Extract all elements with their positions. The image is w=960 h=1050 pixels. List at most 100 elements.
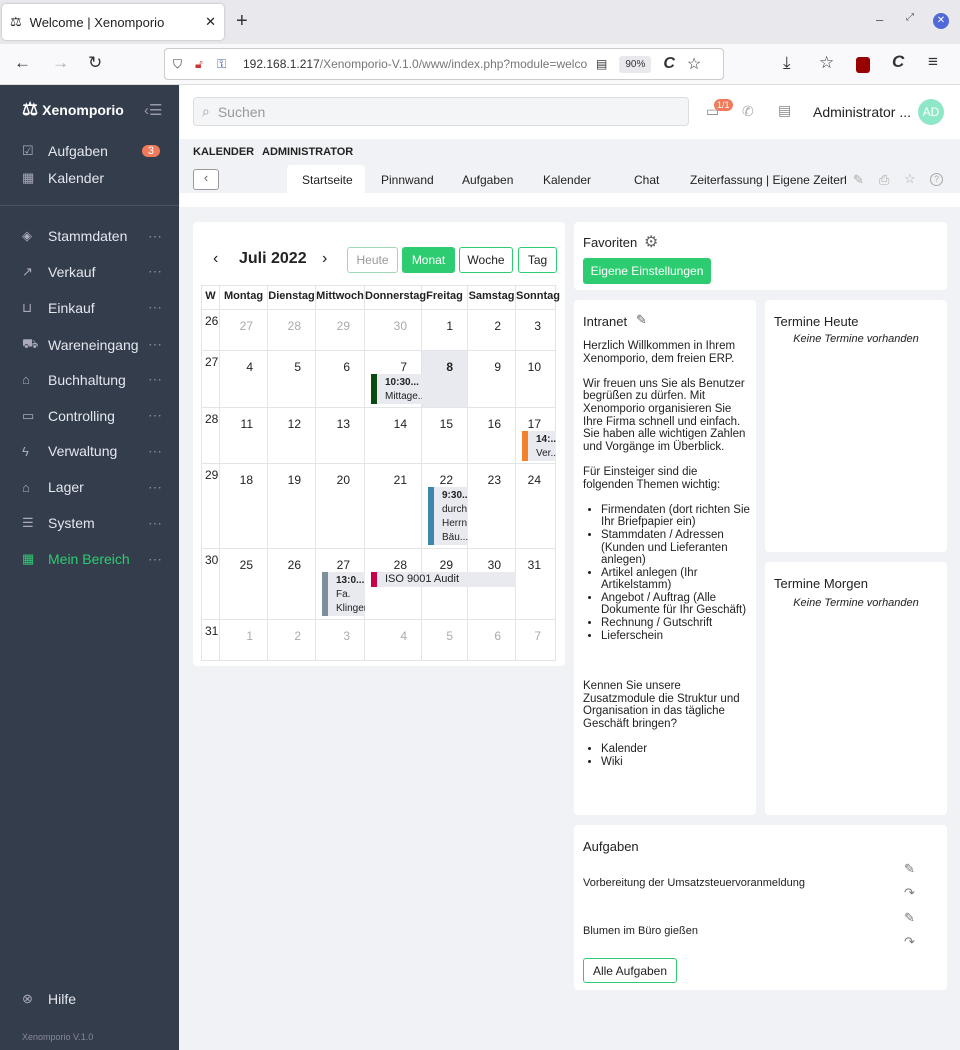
url-bar[interactable]: ⛉ 🔓︎ ⚿ 192.168.1.217/Xenomporio-V.1.0/ww… <box>164 48 724 80</box>
more-icon[interactable]: ⋯ <box>148 371 162 388</box>
back-button[interactable]: ‹ <box>193 169 219 190</box>
collapse-sidebar-icon[interactable]: ‹☰ <box>144 102 163 119</box>
day-cell[interactable]: 10 <box>516 351 556 408</box>
day-cell[interactable]: 16 <box>468 408 516 464</box>
more-icon[interactable]: ⋯ <box>148 478 162 495</box>
eigene-einstellungen-button[interactable]: Eigene Einstellungen <box>583 258 711 284</box>
day-cell[interactable]: 4 <box>220 351 268 408</box>
day-cell[interactable]: 27 <box>220 310 268 351</box>
sidebar-item-lager[interactable]: ⌂ Lager ⋯ <box>22 478 172 496</box>
menu-icon[interactable]: ≡ <box>928 52 938 71</box>
day-cell[interactable]: 9 <box>468 351 516 408</box>
user-name[interactable]: Administrator ... <box>813 104 912 120</box>
calendar-event[interactable]: 9:30... durch Herrn Bäu... <box>428 487 468 545</box>
week-view-button[interactable]: Woche <box>459 247 513 273</box>
tab-startseite[interactable]: Startseite <box>302 173 353 187</box>
task-item[interactable]: Vorbereitung der Umsatzsteuervoranmeldun… <box>583 877 805 889</box>
breadcrumb-user[interactable]: ADMINISTRATOR <box>262 146 354 158</box>
avatar[interactable]: AD <box>918 99 944 125</box>
day-cell[interactable]: 5 <box>422 620 468 661</box>
day-cell[interactable]: 2 <box>468 310 516 351</box>
day-cell[interactable]: 19 <box>268 464 316 549</box>
sidebar-item-controlling[interactable]: ▭ Controlling ⋯ <box>22 407 172 424</box>
month-view-button[interactable]: Monat <box>402 247 455 273</box>
minimize-icon[interactable]: – <box>876 12 884 27</box>
day-view-button[interactable]: Tag <box>518 247 557 273</box>
download-icon[interactable]: ⤓ <box>783 53 791 72</box>
chat-icon[interactable]: ▤ <box>778 102 792 118</box>
bookmark-star-icon[interactable]: ☆ <box>686 56 702 73</box>
close-window-icon[interactable]: ✕ <box>933 13 949 29</box>
star-icon[interactable]: ☆ <box>904 171 916 186</box>
day-cell[interactable]: 31 <box>516 549 556 620</box>
day-cell[interactable]: 3 <box>316 620 365 661</box>
day-cell[interactable]: 28 <box>268 310 316 351</box>
day-cell[interactable]: 21 <box>365 464 422 549</box>
day-cell[interactable]: 7 <box>516 620 556 661</box>
search-input[interactable]: ⌕ Suchen <box>193 97 689 126</box>
restore-icon[interactable]: ⤢ <box>906 12 914 23</box>
sidebar-item-aufgaben[interactable]: ☑ Aufgaben 3 <box>22 143 172 159</box>
edit-icon[interactable]: ✎ <box>904 910 915 925</box>
more-icon[interactable]: ⋯ <box>148 336 162 353</box>
day-cell[interactable]: 26 <box>268 549 316 620</box>
ublock-icon[interactable] <box>856 57 870 73</box>
edit-icon[interactable]: ✎ <box>904 861 915 876</box>
calendar-event[interactable]: ISO 9001 Audit <box>371 572 516 587</box>
alle-aufgaben-button[interactable]: Alle Aufgaben <box>583 958 677 983</box>
day-cell[interactable]: 15 <box>422 408 468 464</box>
c-extension-icon[interactable]: C <box>892 52 905 71</box>
edit-icon[interactable]: ✎ <box>636 312 647 327</box>
more-icon[interactable]: ⋯ <box>148 227 162 244</box>
day-cell[interactable]: 5 <box>268 351 316 408</box>
prev-month-icon[interactable]: ‹ <box>213 250 219 267</box>
day-cell-today[interactable]: 8 <box>422 351 468 408</box>
tab-zeiterfassung[interactable]: Zeiterfassung | Eigene Zeiterfa <box>690 173 846 187</box>
sidebar-item-buchhaltung[interactable]: ⌂ Buchhaltung ⋯ <box>22 371 172 388</box>
day-cell[interactable]: 30 <box>365 310 422 351</box>
day-cell[interactable]: 18 <box>220 464 268 549</box>
sidebar-item-system[interactable]: ☰ System ⋯ <box>22 514 172 532</box>
task-item[interactable]: Blumen im Büro gießen <box>583 925 698 937</box>
day-cell[interactable]: 6 <box>316 351 365 408</box>
day-cell[interactable]: 24 <box>516 464 556 549</box>
extensions-icon[interactable]: ☆ <box>819 53 835 72</box>
more-icon[interactable]: ⋯ <box>148 263 162 280</box>
forward-icon[interactable]: → <box>52 53 69 72</box>
edit-icon[interactable]: ✎ <box>853 172 864 187</box>
day-cell[interactable]: 2 <box>268 620 316 661</box>
day-cell[interactable]: 12 <box>268 408 316 464</box>
tab-aufgaben[interactable]: Aufgaben <box>462 173 514 187</box>
zoom-level[interactable]: 90% <box>619 55 652 73</box>
calendar-event[interactable]: 10:30... Mittage... <box>371 374 422 404</box>
tab-chat[interactable]: Chat <box>634 173 660 187</box>
day-cell[interactable]: 23 <box>468 464 516 549</box>
more-icon[interactable]: ⋯ <box>148 550 162 567</box>
calendar-event[interactable]: 13:0... Fa. Klinger <box>322 572 365 616</box>
sidebar-item-einkauf[interactable]: ⊔ Einkauf ⋯ <box>22 299 172 316</box>
sidebar-item-verkauf[interactable]: ↗ Verkauf ⋯ <box>22 263 172 280</box>
forward-icon[interactable]: ↷ <box>904 934 915 949</box>
day-cell[interactable]: 1 <box>220 620 268 661</box>
close-tab-icon[interactable]: ✕ <box>205 14 216 29</box>
more-icon[interactable]: ⋯ <box>148 299 162 316</box>
day-cell[interactable]: 20 <box>316 464 365 549</box>
sidebar-item-wareneingang[interactable]: ⛟ Wareneingang ⋯ <box>22 336 172 354</box>
print-icon[interactable]: ⎙ <box>879 172 890 187</box>
tab-kalender[interactable]: Kalender <box>543 173 592 187</box>
sidebar-item-mein-bereich[interactable]: ▦ Mein Bereich ⋯ <box>22 550 172 568</box>
reload-icon[interactable]: ↻ <box>88 53 103 72</box>
day-cell[interactable]: 25 <box>220 549 268 620</box>
help-icon[interactable]: ? <box>930 173 943 186</box>
tab-pinnwand[interactable]: Pinnwand <box>381 173 434 187</box>
forward-icon[interactable]: ↷ <box>904 885 915 900</box>
new-tab-icon[interactable]: + <box>236 10 248 32</box>
day-cell[interactable]: 1 <box>422 310 468 351</box>
day-cell[interactable]: 4 <box>365 620 422 661</box>
c-icon[interactable]: C <box>663 55 675 72</box>
reader-icon[interactable]: ▤ <box>596 57 608 71</box>
more-icon[interactable]: ⋯ <box>148 442 162 459</box>
more-icon[interactable]: ⋯ <box>148 514 162 531</box>
day-cell[interactable]: 14 <box>365 408 422 464</box>
calendar-event[interactable]: 14:... Ver... <box>522 431 556 461</box>
